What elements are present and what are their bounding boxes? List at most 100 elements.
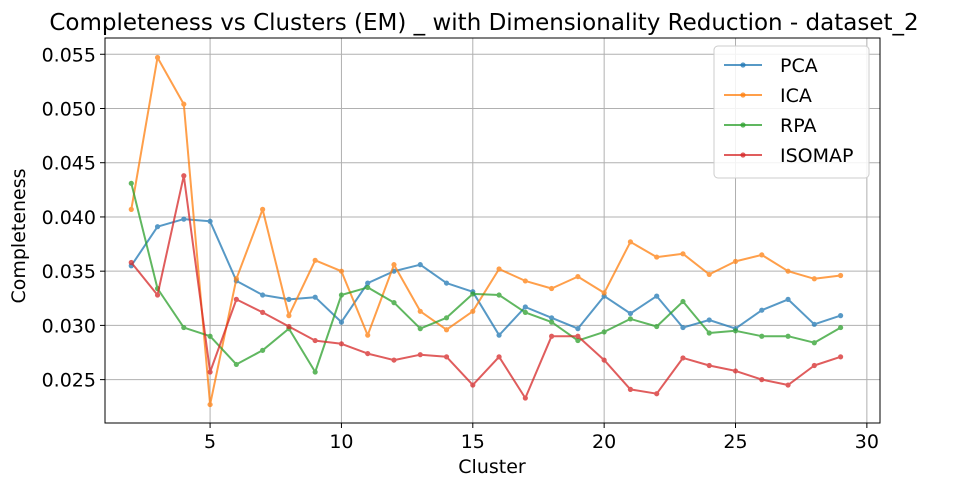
data-point-rpa [443,315,450,321]
plot-frame [104,37,881,424]
data-point-isomap [470,382,476,388]
data-point-rpa [837,324,844,331]
data-point-pca [260,292,266,298]
data-point-isomap [811,362,817,369]
data-point-rpa [706,330,712,336]
data-point-pca [496,332,502,338]
data-point-ica [575,273,581,280]
series-line-ica [130,56,841,406]
data-point-pca [654,293,660,299]
data-point-pca [759,307,765,313]
data-point-isomap [260,309,266,315]
data-point-ica [522,278,528,284]
data-point-pca [207,218,213,224]
data-point-pca [154,224,161,230]
legend-item-isomap: ISOMAP [724,145,853,167]
y-tick-label: 0.055 [42,44,96,66]
data-point-rpa [181,324,187,331]
data-point-isomap [365,350,371,357]
legend-label: RPA [780,115,816,137]
data-point-ica [443,327,450,333]
data-point-ica [286,313,292,319]
y-tick-label: 0.025 [42,370,96,392]
series-line-pca [130,218,841,337]
data-point-rpa [496,292,502,298]
data-point-ica [312,257,318,263]
data-point-pca [365,280,371,286]
data-point-ica [181,101,187,107]
legend-swatch-marker [740,62,746,68]
data-point-rpa [365,284,371,291]
data-point-ica [496,266,502,272]
data-point-pca [417,262,423,268]
data-point-rpa [338,292,345,298]
series-isomap [128,173,844,401]
data-point-isomap [627,386,634,392]
data-point-rpa [470,291,476,297]
legend-item-ica: ICA [724,85,812,107]
data-point-rpa [233,361,239,368]
data-point-ica [785,268,791,274]
data-point-ica [601,290,607,296]
data-point-pca [181,216,187,222]
x-tick-label: 30 [855,431,879,453]
data-point-rpa [811,340,817,346]
data-point-pca [443,280,450,286]
data-point-ica [154,54,161,61]
data-point-isomap [443,354,450,360]
data-point-ica [338,268,345,274]
data-point-isomap [207,369,213,375]
data-point-isomap [154,292,161,298]
data-point-pca [680,324,686,331]
series-ica [128,54,844,408]
data-point-ica [837,272,844,279]
data-point-rpa [391,300,397,306]
data-point-pca [522,304,528,310]
data-point-ica [759,252,765,258]
data-point-isomap [706,362,712,369]
data-point-isomap [312,337,318,344]
y-axis-label: Completeness [8,168,30,303]
data-point-ica [811,276,817,282]
x-tick-label: 10 [329,431,353,453]
data-point-pca [549,315,555,321]
data-point-isomap [732,368,739,374]
x-tick-label: 15 [461,431,485,453]
data-point-ica [207,401,213,408]
data-point-rpa [312,369,318,375]
data-point-isomap [601,357,607,363]
data-point-ica [732,258,739,265]
legend-item-rpa: RPA [724,115,816,137]
data-point-isomap [654,391,660,397]
data-point-ica [260,206,266,212]
legend-swatch-marker [740,152,746,158]
data-point-ica [365,332,371,338]
data-point-rpa [128,180,134,186]
data-point-isomap [759,377,765,383]
data-point-ica [128,206,134,212]
data-point-isomap [181,173,187,179]
data-point-isomap [417,352,423,358]
data-point-rpa [759,333,765,339]
legend-label: ICA [780,85,812,107]
data-point-isomap [549,333,555,339]
y-tick-label: 0.040 [42,207,96,229]
y-tick-label: 0.045 [42,153,96,175]
legend-swatch-marker [740,122,746,128]
legend-box [713,45,870,179]
data-point-isomap [496,354,502,360]
x-tick-label: 20 [592,431,616,453]
series-layer [128,54,844,408]
legend-label: ISOMAP [780,145,853,167]
x-tick-label: 5 [204,431,216,453]
series-pca [128,216,844,338]
data-point-rpa [680,298,686,305]
data-point-pca [837,313,844,319]
data-point-ica [549,285,555,292]
data-point-rpa [654,323,660,330]
series-line-rpa [130,183,842,373]
y-tick-label: 0.035 [42,261,96,283]
data-point-isomap [233,296,239,302]
data-point-rpa [601,329,607,335]
